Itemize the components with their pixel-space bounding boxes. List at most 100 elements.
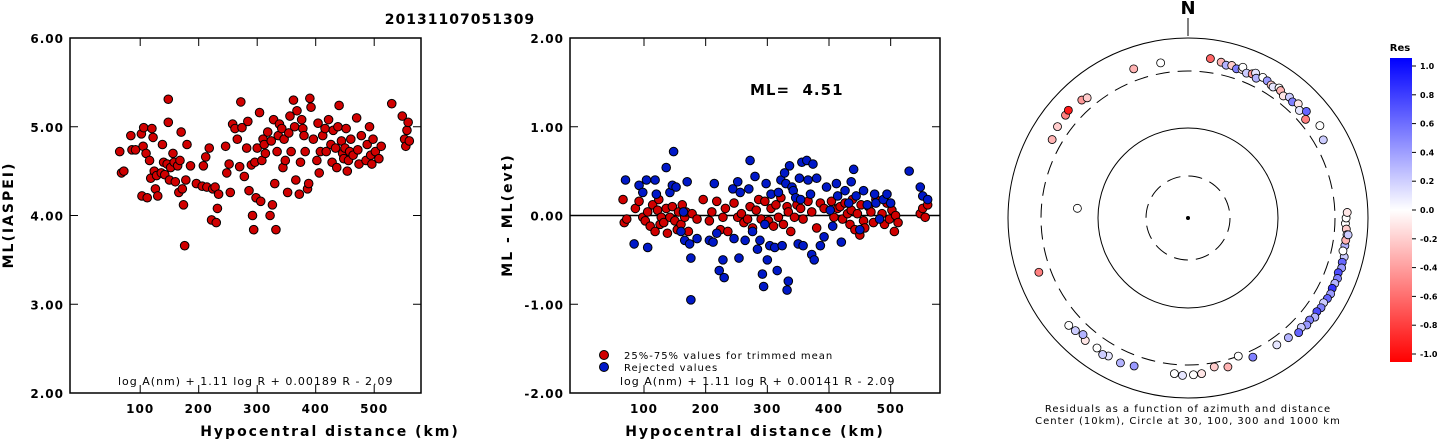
polar-point <box>1206 54 1215 63</box>
polar-point <box>1053 122 1062 132</box>
magnitude-point-s0 <box>386 98 397 109</box>
residual-panel: 100 200 300 400 500 -2.00 -1.00 0.00 1.00 2.00 ML… <box>500 32 941 440</box>
magnitude-point-s0 <box>114 146 125 157</box>
residual-point-s0 <box>662 228 673 239</box>
residual-point-s0 <box>760 196 770 207</box>
residual-point-s1 <box>676 226 686 237</box>
polar-point <box>1078 330 1088 339</box>
residual-point-s0 <box>667 201 678 212</box>
magnitude-point-s0 <box>314 168 325 178</box>
magnitude-point-s0 <box>299 130 309 141</box>
residual-point-s1 <box>757 269 768 279</box>
polar-point <box>1098 350 1108 359</box>
north-label: N <box>1180 0 1195 19</box>
magnitude-point-s0 <box>320 123 330 134</box>
residual-point-s1 <box>684 239 695 249</box>
magnitude-point-s0 <box>330 143 341 153</box>
colorbar-tick-label: -0.8 <box>1420 321 1437 330</box>
magnitude-point-s0 <box>294 189 305 199</box>
magnitude-point-s0 <box>211 217 222 228</box>
residual-point-s1 <box>773 187 784 198</box>
magnitude-point-s0 <box>296 114 307 125</box>
colorbar-tick-label: -0.4 <box>1420 264 1437 273</box>
polar-point <box>1064 320 1074 330</box>
polar-panel: N Residuals as a function of azimuth and… <box>1007 0 1369 427</box>
residual-point-s1 <box>686 295 696 305</box>
magnitude-point-s0 <box>236 97 246 107</box>
magnitude-point-s0 <box>323 114 334 125</box>
residual-point-s0 <box>642 207 653 217</box>
magnitude-point-s0 <box>265 210 275 221</box>
polar-point <box>1092 343 1102 353</box>
residual-point-s1 <box>760 219 770 230</box>
magnitude-point-s0 <box>289 121 300 132</box>
residual-point-s1 <box>862 200 873 210</box>
residual-point-s1 <box>855 224 865 235</box>
magnitude-ytick-label: 4.00 <box>30 210 64 224</box>
magnitude-point-s0 <box>232 134 243 144</box>
magnitude-point-s0 <box>353 145 363 155</box>
magnitude-point-s0 <box>271 224 281 235</box>
polar-point <box>1315 121 1325 131</box>
magnitude-point-s0 <box>403 117 413 128</box>
residual-point-s1 <box>714 265 725 276</box>
residual-point-s1 <box>840 185 850 196</box>
polar-point <box>1301 107 1311 116</box>
residual-point-s1 <box>708 237 718 247</box>
magnitude-point-s0 <box>119 166 129 176</box>
magnitude-point-s0 <box>291 175 301 185</box>
magnitude-point-s0 <box>212 203 223 214</box>
magnitude-point-s0 <box>255 196 266 207</box>
residual-point-s0 <box>795 203 806 214</box>
polar-point <box>1156 58 1166 68</box>
residual-point-s0 <box>785 226 796 237</box>
legend-swatch-rejected <box>599 362 609 372</box>
colorbar-tick-label: 0.2 <box>1420 177 1434 186</box>
residual-point-s1 <box>858 185 869 196</box>
magnitude-point-s0 <box>269 178 280 189</box>
magnitude-point-s0 <box>254 107 265 118</box>
magnitude-ytick-label: 5.00 <box>30 121 64 135</box>
residual-point-s0 <box>778 219 789 230</box>
residual-ytick-label: -2.00 <box>524 387 564 401</box>
residual-point-s1 <box>843 198 854 208</box>
magnitude-point-s0 <box>185 161 196 171</box>
magnitude-point-s0 <box>333 121 343 132</box>
residual-point-s1 <box>692 233 702 244</box>
residual-point-s1 <box>821 182 832 192</box>
circle-100km <box>1097 127 1279 309</box>
polar-point <box>1169 369 1179 379</box>
legend-swatch-trimmed <box>599 350 609 360</box>
magnitude-point-s0 <box>260 148 271 159</box>
residual-point-s1 <box>803 175 813 185</box>
magnitude-point-s0 <box>168 148 178 159</box>
residual-point-s1 <box>904 166 914 176</box>
magnitude-point-s0 <box>148 132 158 143</box>
residual-point-s1 <box>762 255 773 265</box>
magnitude-point-s0 <box>262 127 273 137</box>
residual-point-s0 <box>771 200 781 210</box>
magnitude-point-s0 <box>247 210 258 221</box>
polar-point <box>1116 358 1125 368</box>
residual-point-s0 <box>698 194 709 205</box>
residual-point-s1 <box>629 239 639 249</box>
magnitude-point-s0 <box>283 128 294 138</box>
circle-300km <box>1040 70 1336 366</box>
residual-point-s1 <box>882 189 892 199</box>
residual-point-s1 <box>744 184 754 194</box>
colorbar-tick-label: 0.0 <box>1420 206 1435 215</box>
residual-point-s0 <box>806 207 817 217</box>
magnitude-point-s0 <box>356 130 367 141</box>
residual-point-s0 <box>720 203 731 214</box>
residual-point-s1 <box>761 178 771 189</box>
circle-30km <box>1145 175 1231 261</box>
polar-point <box>1343 230 1353 240</box>
magnitude-point-s0 <box>288 95 299 105</box>
residual-point-s0 <box>751 205 762 215</box>
magnitude-xtick-label: 500 <box>360 402 388 416</box>
residual-point-s1 <box>848 164 859 175</box>
polar-point <box>1034 267 1044 277</box>
residual-point-s1 <box>846 176 857 187</box>
polar-point <box>1338 246 1348 256</box>
magnitude-point-s0 <box>200 152 211 162</box>
